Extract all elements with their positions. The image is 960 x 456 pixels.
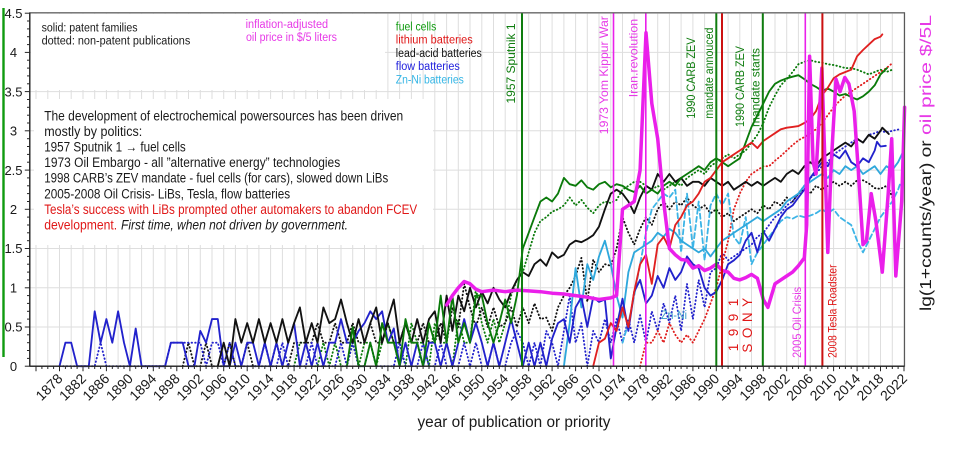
svg-text:solid: patent families: solid: patent families [42, 23, 138, 35]
svg-text:4: 4 [10, 45, 17, 60]
svg-text:Zn-Ni: Zn-Ni [661, 310, 687, 322]
svg-text:1991: 1991 [726, 291, 741, 351]
svg-text:mandate annouced: mandate annouced [702, 28, 716, 119]
svg-text:1990 CARB ZEV: 1990 CARB ZEV [733, 46, 747, 127]
svg-text:Tesla’s success with LiBs prom: Tesla’s success with LiBs prompted other… [44, 202, 417, 217]
svg-text:fuel cells: fuel cells [396, 21, 437, 33]
svg-text:3: 3 [10, 124, 17, 139]
svg-text:1998 CARB’s ZEV mandate - fuel: 1998 CARB’s ZEV mandate - fuel cells (fo… [44, 171, 388, 186]
svg-text:lg(1+counts/year) or: lg(1+counts/year) or [918, 135, 935, 311]
svg-text:1973 Yom Kippur War: 1973 Yom Kippur War [597, 16, 611, 134]
svg-text:dotted: non-patent publication: dotted: non-patent publications [42, 36, 191, 48]
svg-text:The development of electrochem: The development of electrochemical power… [44, 108, 403, 123]
svg-text:2: 2 [10, 202, 17, 217]
svg-text:SONY: SONY [740, 292, 755, 352]
svg-text:oil price $/5L: oil price $/5L [918, 14, 935, 135]
svg-text:1: 1 [10, 280, 17, 295]
svg-text:1973 Oil Embargo - all ”altern: 1973 Oil Embargo - all ”alternative ener… [44, 155, 340, 170]
svg-text:lithium batteries: lithium batteries [396, 35, 473, 47]
svg-text:2008 Tesla Roadster: 2008 Tesla Roadster [826, 265, 840, 358]
svg-text:1957 Sputnik 1 → fuel cells: 1957 Sputnik 1 → fuel cells [44, 140, 186, 155]
svg-text:Zn-Ni batteries: Zn-Ni batteries [396, 75, 464, 87]
svg-text:year of publication or priorit: year of publication or priority [418, 414, 611, 431]
svg-text:3.5: 3.5 [4, 84, 22, 99]
svg-text:mandate starts: mandate starts [749, 48, 763, 127]
svg-text:oil price in $/5 liters: oil price in $/5 liters [246, 32, 337, 44]
svg-text:2.5: 2.5 [4, 163, 22, 178]
svg-text:1957 Sputnik 1: 1957 Sputnik 1 [504, 23, 518, 103]
svg-text:0: 0 [10, 359, 17, 374]
svg-text:Iran.revolution: Iran.revolution [627, 19, 641, 98]
svg-text:flow batteries: flow batteries [396, 61, 460, 73]
svg-text:mostly by politics:: mostly by politics: [44, 124, 142, 139]
svg-text:2005-2008 Oil Crisis- LiBs, T: 2005-2008 Oil Crisis- LiBs, Tesla, flow … [44, 186, 290, 201]
svg-text:1990 CARB ZEV: 1990 CARB ZEV [684, 38, 698, 119]
svg-text:0.5: 0.5 [4, 320, 22, 335]
svg-text:development.: development. [44, 218, 117, 233]
svg-text:2005 Oil Crisis: 2005 Oil Crisis [790, 287, 804, 358]
svg-text:First time, when not driven by: First time, when not driven by governmen… [121, 218, 348, 233]
svg-text:lead-acid batteries: lead-acid batteries [396, 48, 482, 60]
svg-text:4.5: 4.5 [4, 6, 22, 21]
svg-text:1.5: 1.5 [4, 241, 22, 256]
svg-text:inflation-adjusted: inflation-adjusted [246, 19, 329, 31]
